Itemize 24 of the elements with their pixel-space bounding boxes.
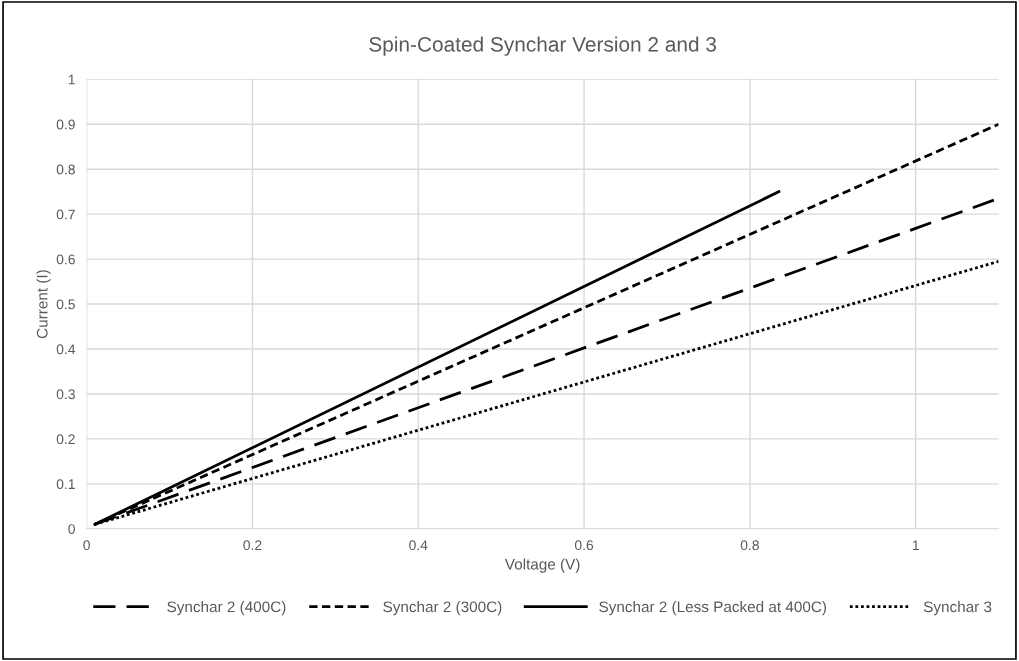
y-tick-label: 0.1	[56, 479, 75, 490]
y-axis-title: Current (I)	[36, 270, 51, 339]
y-tick-label: 0	[68, 524, 75, 534]
x-tick-label: 0	[83, 540, 90, 551]
y-tick-label: 0.9	[56, 119, 75, 130]
legend-label: Synchar 2 (400C)	[167, 600, 286, 616]
y-tick-label: 0.8	[56, 164, 75, 175]
x-tick-label: 1	[912, 540, 919, 550]
x-tick-label: 0.4	[409, 540, 428, 551]
y-tick-label: 0.4	[56, 344, 76, 355]
y-tick-label: 0.6	[56, 254, 75, 265]
legend-label: Synchar 3	[923, 600, 992, 616]
chart-title: Spin-Coated Synchar Version 2 and 3	[369, 36, 717, 56]
legend-label: Synchar 2 (300C)	[383, 600, 502, 616]
y-tick-label: 0.2	[56, 434, 75, 445]
y-tick-label: 1	[68, 74, 75, 85]
x-tick-label: 0.2	[243, 540, 262, 551]
x-tick-label: 0.8	[740, 540, 759, 551]
x-tick-label: 0.6	[574, 540, 594, 551]
y-tick-label: 0.5	[56, 299, 75, 310]
y-tick-label: 0.3	[56, 389, 75, 400]
y-tick-label: 0.7	[56, 209, 75, 220]
x-axis-title: Voltage (V)	[504, 558, 580, 573]
legend-label: Synchar 2 (Less Packed at 400C)	[599, 600, 827, 616]
